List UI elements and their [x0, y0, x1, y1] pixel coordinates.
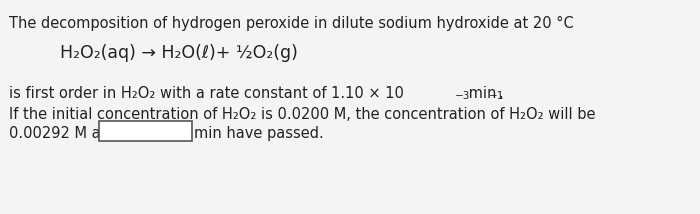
Text: is first order in H₂O₂ with a rate constant of 1.10 × 10: is first order in H₂O₂ with a rate const… — [9, 86, 404, 101]
Bar — [99, 121, 192, 141]
Text: min have passed.: min have passed. — [195, 126, 324, 141]
Text: If the initial concentration of H₂O₂ is 0.0200 M, the concentration of H₂O₂ will: If the initial concentration of H₂O₂ is … — [9, 107, 596, 122]
Text: .: . — [498, 86, 503, 101]
Text: 0.00292 M after: 0.00292 M after — [9, 126, 127, 141]
Text: −1: −1 — [489, 91, 504, 101]
Text: −3: −3 — [455, 91, 470, 101]
Text: H₂O₂(aq) → H₂O(ℓ)+ ½O₂(g): H₂O₂(aq) → H₂O(ℓ)+ ½O₂(g) — [60, 44, 298, 62]
Text: min: min — [464, 86, 496, 101]
Text: The decomposition of hydrogen peroxide in dilute sodium hydroxide at 20 °C: The decomposition of hydrogen peroxide i… — [9, 16, 574, 31]
